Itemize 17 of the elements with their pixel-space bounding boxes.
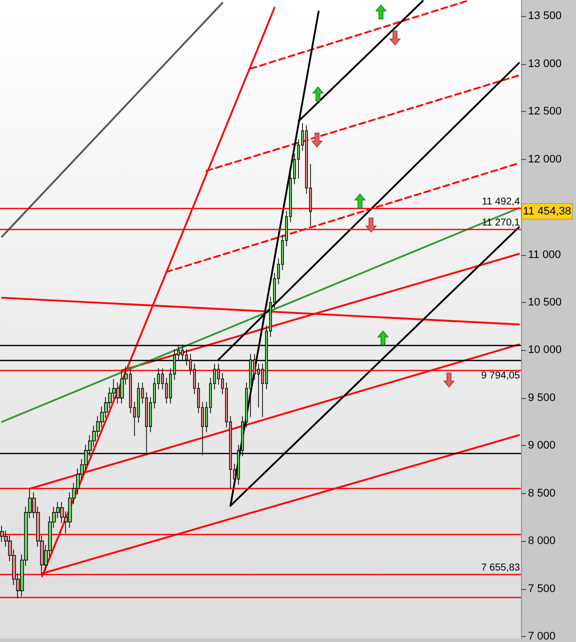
- y-tick-label: 12 000: [528, 153, 562, 166]
- text: 11 454,38: [523, 205, 572, 218]
- ref-line-label: 11 492,4: [482, 196, 520, 208]
- y-tick-label: 13 000: [528, 58, 562, 70]
- y-tick-label: 12 500: [528, 106, 562, 118]
- y-tick-label: 10 000: [528, 344, 562, 356]
- y-tick-label: 8 000: [528, 535, 556, 548]
- y-tick-label: 7 000: [528, 630, 556, 642]
- y-tick-label: 9 500: [528, 392, 556, 404]
- y-tick-label: 10 500: [528, 296, 562, 309]
- ref-line-label: 9 794,05: [481, 370, 520, 382]
- y-tick-label: 8 500: [528, 487, 556, 500]
- y-tick-label: 11 000: [528, 248, 561, 261]
- y-tick-label: 9 000: [528, 440, 556, 452]
- y-tick-label: 13 500: [528, 10, 562, 22]
- ref-line-label: 7 655,83: [481, 562, 520, 574]
- y-tick-label: 7 500: [528, 582, 556, 595]
